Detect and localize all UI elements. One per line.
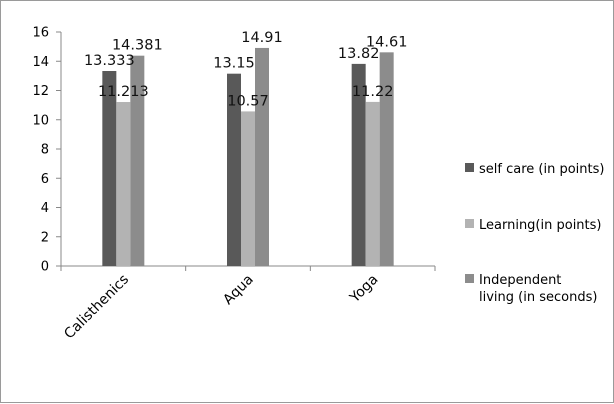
bar [365,101,380,266]
data-label: 11.22 [352,84,394,100]
y-tick-label: 12 [32,84,49,99]
y-tick-label: 0 [41,260,49,275]
y-tick-label: 6 [41,172,49,187]
legend-label-line: living (in seconds) [479,290,597,305]
data-label: 10.57 [227,93,269,109]
data-label: 14.61 [366,34,408,50]
legend-swatch [465,163,474,172]
legend-swatch [465,219,474,228]
x-category-label: Calisthenics [61,272,132,343]
legend-swatch [465,274,474,283]
bar [130,55,145,267]
data-label: 13.82 [338,46,380,62]
data-label: 11.213 [98,84,149,100]
data-label: 14.381 [112,38,163,54]
y-tick-label: 16 [32,26,49,41]
data-label: 13.15 [213,56,255,72]
data-label: 14.91 [241,30,283,46]
bar [379,52,394,266]
y-tick-label: 4 [41,201,49,216]
legend-label: self care (in points) [479,162,604,177]
y-tick-label: 14 [32,55,49,70]
data-label: 13.333 [84,53,135,69]
legend-label-line: self care (in points) [479,162,604,177]
legend-label: Learning(in points) [479,218,602,233]
x-category-label: Aqua [220,272,257,309]
legend-label-line: Learning(in points) [479,218,602,233]
legend-label-line: Independent [479,273,561,288]
x-category-label: Yoga [346,272,381,307]
y-tick-label: 10 [32,113,49,128]
bar [102,71,117,266]
bar [255,47,269,266]
bar [351,63,366,266]
bar [116,102,131,266]
legend-label: Independent living (in seconds) [479,273,597,305]
y-tick-label: 2 [41,230,49,245]
bar [227,73,241,267]
y-tick-label: 8 [41,143,49,158]
bar [241,111,255,266]
